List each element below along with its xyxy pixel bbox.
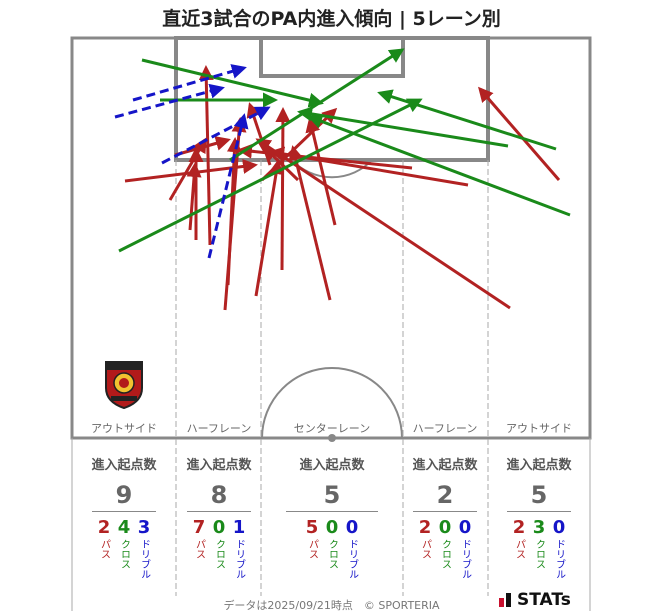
lane-label: ハーフレーン <box>187 422 252 435</box>
divider <box>92 511 156 512</box>
pass-arrow <box>254 159 284 297</box>
pass-arrow <box>275 107 291 271</box>
dribble-count: 0 <box>458 517 472 538</box>
lane-total: 5 <box>530 481 548 509</box>
pass-arrow <box>478 86 561 181</box>
lane-label: アウトサイド <box>506 422 572 435</box>
lane-stats-outside-right: 進入起点数 5 2 パス 3 クロス 0 ドリブル <box>501 450 577 579</box>
divider <box>187 511 251 512</box>
cross-label: クロス <box>118 539 130 569</box>
pass-label: パス <box>98 539 110 559</box>
cross-arrow <box>297 106 509 148</box>
stats-logo-text: STATs <box>517 590 571 610</box>
cross-count: 0 <box>325 517 339 538</box>
lane-stats-halfspace-right: 進入起点数 2 2 パス 0 クロス 0 ドリブル <box>407 450 483 579</box>
cross-arrow <box>118 98 423 253</box>
pass-label: パス <box>306 539 318 559</box>
cross-arrow <box>229 48 405 162</box>
lane-header: 進入起点数 <box>412 458 478 473</box>
cross-arrow <box>377 89 557 151</box>
pass-arrow <box>255 138 511 310</box>
lane-stats-halfspace-left: 進入起点数 8 7 パス 0 クロス 1 ドリブル <box>181 450 257 579</box>
dribble-arrow <box>132 64 247 102</box>
lane-total: 5 <box>323 481 341 509</box>
dribble-count: 3 <box>137 517 151 538</box>
cross-label: クロス <box>326 539 338 569</box>
dribble-label: ドリブル <box>233 539 245 579</box>
pass-arrow <box>174 136 231 157</box>
pass-arrow <box>288 145 332 301</box>
pass-count: 7 <box>192 517 206 538</box>
cross-label: クロス <box>213 539 225 569</box>
arrow-layer <box>114 48 571 311</box>
lane-header: 進入起点数 <box>186 458 252 473</box>
dribble-arrow <box>114 83 225 119</box>
dribble-count: 0 <box>345 517 359 538</box>
cross-arrow <box>307 114 571 217</box>
dribble-arrow <box>207 113 249 259</box>
center-circle <box>261 367 403 439</box>
pass-count: 5 <box>305 517 319 538</box>
cross-count: 4 <box>117 517 131 538</box>
pass-arrow <box>198 65 214 246</box>
pass-label: パス <box>193 539 205 559</box>
pass-arrow <box>262 145 300 182</box>
goal-box <box>259 36 405 78</box>
cross-count: 3 <box>532 517 546 538</box>
footer-credit: データは2025/09/21時点 © SPORTERIA <box>223 599 440 612</box>
lane-stats-outside-left: 進入起点数 9 2 パス 4 クロス 3 ドリブル <box>86 450 162 579</box>
cross-count: 0 <box>438 517 452 538</box>
lane-total: 8 <box>210 481 228 509</box>
pass-label: パス <box>513 539 525 559</box>
pass-arrow <box>305 117 337 226</box>
lane-header: 進入起点数 <box>91 458 157 473</box>
pass-arrow <box>226 137 242 286</box>
cross-arrow <box>141 58 324 108</box>
lane-total: 9 <box>115 481 133 509</box>
pass-count: 2 <box>418 517 432 538</box>
dribble-label: ドリブル <box>553 539 565 579</box>
stats-logo-icon <box>499 593 511 607</box>
lane-label: アウトサイド <box>91 422 157 435</box>
pass-count: 2 <box>97 517 111 538</box>
lane-stats-center: 進入起点数 5 5 パス 0 クロス 0 ドリブル <box>280 450 384 579</box>
dribble-count: 0 <box>552 517 566 538</box>
lane-header: 進入起点数 <box>299 458 365 473</box>
divider <box>286 511 378 512</box>
lane-header: 進入起点数 <box>506 458 572 473</box>
pass-count: 2 <box>512 517 526 538</box>
dribble-label: ドリブル <box>346 539 358 579</box>
club-crest-icon <box>105 361 143 410</box>
lane-label: ハーフレーン <box>413 422 478 435</box>
pitch-outline <box>70 36 592 440</box>
divider <box>507 511 571 512</box>
pass-arrow <box>186 162 202 231</box>
center-spot <box>328 434 336 442</box>
dribble-arrow <box>161 106 271 165</box>
chart-title: 直近3試合のPA内進入傾向 | 5レーン別 <box>162 8 501 30</box>
dribble-count: 1 <box>232 517 246 538</box>
lane-label: センターレーン <box>294 422 370 435</box>
cross-label: クロス <box>439 539 451 569</box>
dribble-label: ドリブル <box>138 539 150 579</box>
divider <box>413 511 477 512</box>
cross-label: クロス <box>533 539 545 569</box>
pass-label: パス <box>419 539 431 559</box>
dribble-label: ドリブル <box>459 539 471 579</box>
cross-count: 0 <box>212 517 226 538</box>
lane-total: 2 <box>436 481 454 509</box>
